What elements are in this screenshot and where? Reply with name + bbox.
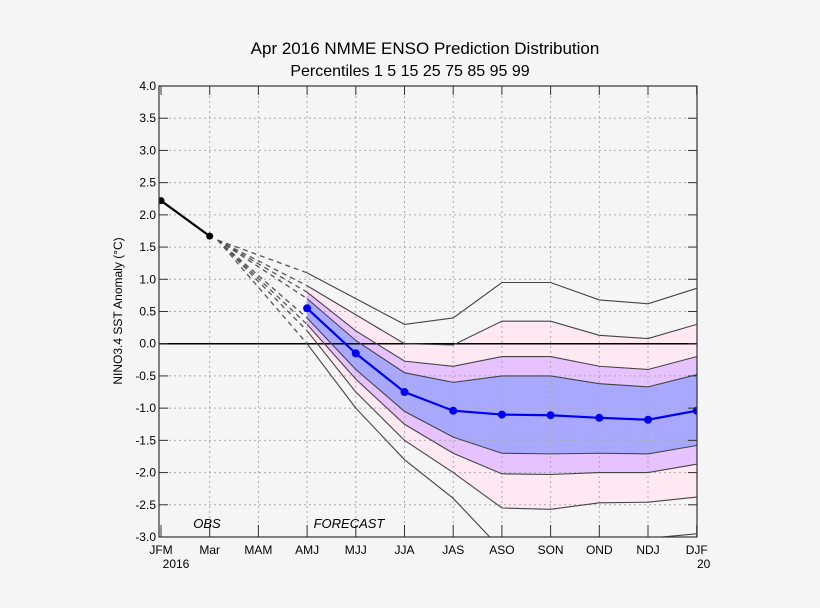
year-start-label: 2016 — [163, 557, 190, 571]
median-point — [595, 413, 604, 422]
observed-point — [206, 232, 214, 240]
median-point — [546, 411, 555, 420]
y-tick-label: -0.5 — [135, 369, 156, 383]
y-tick-label: -3.0 — [135, 530, 156, 544]
x-tick-label: MAM — [244, 543, 272, 557]
observed-point — [159, 197, 165, 205]
x-tick-label: OND — [586, 543, 613, 557]
forecast-annotation: FORECAST — [314, 516, 386, 531]
y-tick-label: 2.0 — [139, 208, 156, 222]
median-point — [400, 388, 409, 397]
percentile-line-p95 — [306, 285, 697, 346]
median-point — [497, 410, 506, 419]
y-tick-label: -1.0 — [135, 401, 156, 415]
x-tick-label: SON — [538, 543, 564, 557]
median-point — [692, 406, 697, 415]
percentile-line-p25 — [306, 317, 697, 455]
percentile-line-p1 — [306, 343, 697, 537]
y-tick-label: 0.0 — [139, 337, 156, 351]
percentile-line-p99 — [306, 272, 697, 325]
plot-frame — [158, 85, 698, 538]
connector-p75 — [217, 239, 308, 300]
percentile-line-p85 — [306, 291, 697, 371]
y-tick-label: 0.5 — [139, 305, 156, 319]
median-point — [449, 406, 458, 415]
y-tick-label: 1.5 — [139, 240, 156, 254]
y-tick-label: 3.0 — [139, 143, 156, 157]
percentile-line-p15 — [306, 324, 697, 476]
observed-line — [160, 199, 211, 238]
x-tick-label: AMJ — [295, 543, 319, 557]
y-tick-label: 4.0 — [139, 79, 156, 93]
chart-subtitle: Percentiles 1 5 15 25 75 85 95 99 — [290, 63, 529, 80]
x-tick-label: JJA — [394, 543, 414, 557]
y-tick-label: -2.5 — [135, 498, 156, 512]
y-axis-label: NINO3.4 SST Anomaly (°C) — [111, 237, 125, 384]
y-tick-label: -1.5 — [135, 433, 156, 447]
connector-p15 — [217, 239, 308, 325]
median-point — [303, 304, 312, 313]
connector-p85 — [217, 239, 308, 293]
connector-p5 — [217, 239, 308, 332]
median-point — [351, 349, 360, 358]
x-tick-label: MJJ — [345, 543, 367, 557]
percentile-line-p5 — [306, 330, 697, 510]
obs-annotation: OBS — [193, 516, 221, 531]
x-tick-label: Mar — [199, 543, 220, 557]
connector-p99 — [217, 239, 308, 274]
x-tick-label: ASO — [489, 543, 514, 557]
median-point — [644, 415, 652, 424]
year-end-label: 20 — [697, 557, 711, 571]
x-tick-label: JAS — [442, 543, 464, 557]
percentile-line-p75 — [306, 298, 697, 388]
chart-title: Apr 2016 NMME ENSO Prediction Distributi… — [251, 39, 600, 58]
y-tick-label: -2.0 — [135, 466, 156, 480]
y-tick-label: 2.5 — [139, 176, 156, 190]
x-tick-label: JFM — [149, 543, 172, 557]
connector-p95 — [217, 239, 308, 287]
x-tick-label: NDJ — [636, 543, 659, 557]
x-tick-label: DJF — [686, 543, 708, 557]
y-tick-label: 3.5 — [139, 111, 156, 125]
connector-p1 — [217, 239, 308, 345]
connector-p25 — [217, 239, 308, 319]
y-tick-label: 1.0 — [139, 272, 156, 286]
